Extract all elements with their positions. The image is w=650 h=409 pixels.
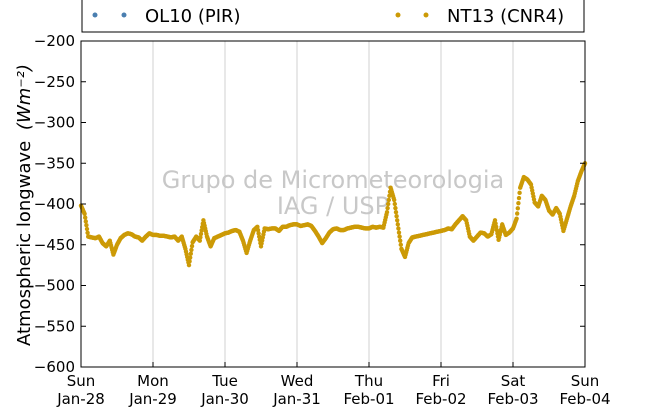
- data-point: [396, 230, 402, 235]
- data-point: [393, 209, 399, 215]
- data-point: [514, 216, 519, 221]
- x-tick-label-date: Jan-28: [56, 390, 105, 408]
- data-point: [516, 195, 522, 201]
- y-tick-label: −200: [34, 32, 75, 50]
- x-tick-label-day: Sun: [571, 372, 600, 390]
- data-point: [255, 224, 260, 230]
- y-axis-label: Atmospheric longwave (Wm⁻²): [14, 64, 35, 346]
- y-tick-label: −500: [34, 277, 75, 295]
- data-point: [255, 227, 261, 233]
- x-tick-label-day: Sun: [67, 372, 96, 390]
- data-point: [392, 197, 397, 203]
- data-point: [384, 209, 390, 215]
- data-point: [198, 231, 204, 237]
- x-tick-label-date: Feb-04: [559, 390, 610, 408]
- x-tick-label-day: Tue: [211, 372, 238, 390]
- x-tick-label-date: Jan-30: [200, 390, 249, 408]
- y-axis-ticks: −200 −250 −300 −350 −400 −450 −500 −550 −600: [34, 32, 585, 376]
- data-point: [493, 221, 498, 226]
- x-tick-label-day: Sat: [501, 372, 526, 390]
- data-point: [84, 226, 90, 232]
- y-tick-label: −450: [34, 236, 75, 254]
- y-tick-label: −300: [34, 114, 75, 132]
- data-point: [516, 200, 521, 206]
- legend-marker-ol10-2: [121, 12, 127, 18]
- data-point: [385, 205, 390, 211]
- data-point: [397, 234, 402, 239]
- data-point: [392, 201, 397, 207]
- data-point: [515, 206, 520, 211]
- data-point: [85, 230, 90, 235]
- data-point: [386, 197, 391, 203]
- data-point: [386, 201, 391, 207]
- data-point: [199, 228, 204, 233]
- x-tick-label-day: Thu: [354, 372, 383, 390]
- data-point: [257, 234, 262, 239]
- data-point: [395, 218, 400, 223]
- data-point: [517, 190, 522, 196]
- data-point: [187, 259, 192, 264]
- grid-lines: [152, 41, 514, 367]
- data-point: [198, 235, 203, 240]
- data-point: [393, 205, 398, 211]
- y-tick-label: −600: [34, 358, 75, 376]
- x-tick-label-date: Feb-03: [487, 390, 538, 408]
- legend: OL10 (PIR) NT13 (CNR4): [81, 0, 585, 33]
- legend-marker-nt13-1: [395, 12, 401, 18]
- x-tick-label-date: Jan-29: [128, 390, 177, 408]
- data-point: [84, 222, 89, 228]
- y-tick-label: −550: [34, 317, 75, 335]
- data-point: [83, 219, 89, 224]
- svg-text:Atmospheric longwave (Wm: Atmospheric longwave (Wm⁻²): [14, 64, 35, 346]
- data-point: [188, 255, 193, 260]
- watermark-line-1: Grupo de Micrometeorologia: [162, 166, 504, 194]
- x-tick-label-day: Wed: [281, 372, 314, 390]
- x-tick-label-date: Feb-02: [415, 390, 466, 408]
- data-point: [395, 222, 400, 227]
- data-point: [82, 211, 87, 216]
- data-point: [492, 218, 498, 223]
- y-axis-label-unit: (Wm⁻²): [14, 64, 35, 130]
- x-tick-label-date: Jan-31: [272, 390, 321, 408]
- series-nt13-points: [78, 161, 588, 268]
- y-tick-label: −250: [34, 73, 75, 91]
- data-point: [189, 247, 194, 253]
- data-point: [494, 227, 499, 233]
- y-tick-label: −400: [34, 195, 75, 213]
- watermark-line-2: IAG / USP: [277, 192, 389, 220]
- data-point: [83, 215, 88, 220]
- legend-frame: [81, 0, 585, 33]
- data-point: [515, 211, 520, 216]
- plot-area: [81, 41, 585, 367]
- x-axis-ticks: SunJan-28MonJan-29TueJan-30WedJan-31ThuF…: [56, 362, 611, 408]
- data-point: [398, 238, 403, 243]
- x-tick-label-day: Fri: [432, 372, 450, 390]
- data-point: [189, 243, 195, 249]
- y-axis-label-text: Atmospheric longwave: [14, 141, 35, 346]
- data-point: [396, 226, 401, 231]
- legend-label-nt13: NT13 (CNR4): [447, 6, 564, 27]
- data-point: [398, 242, 403, 247]
- legend-marker-nt13-2: [423, 12, 429, 18]
- legend-label-ol10: OL10 (PIR): [145, 6, 241, 27]
- y-tick-label: −350: [34, 154, 75, 172]
- data-point: [197, 238, 202, 243]
- data-point: [186, 262, 192, 268]
- x-tick-label-day: Mon: [137, 372, 169, 390]
- data-point: [256, 231, 261, 236]
- x-tick-label-date: Feb-01: [343, 390, 394, 408]
- data-point: [494, 224, 499, 230]
- data-point: [188, 251, 193, 256]
- legend-marker-ol10-1: [92, 12, 98, 18]
- data-point: [394, 214, 399, 219]
